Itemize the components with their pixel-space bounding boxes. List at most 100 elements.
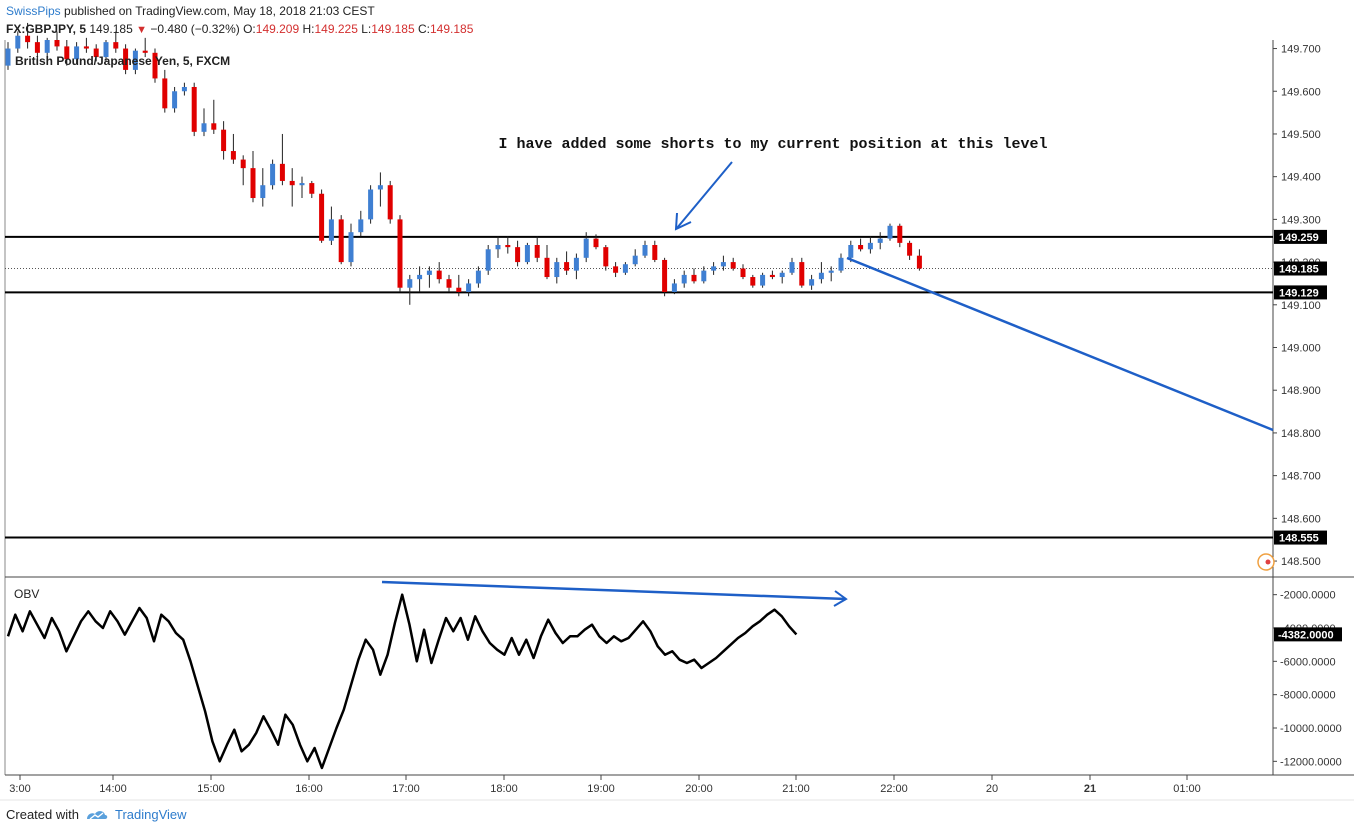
time-tick-label: 19:00 (587, 783, 615, 795)
close-value: 149.185 (429, 22, 474, 36)
annotation-arrowhead-icon (674, 212, 692, 231)
candle-body (789, 262, 795, 273)
candle-body (358, 219, 364, 233)
time-tick-label: 15:00 (197, 783, 225, 795)
price-label-box (1274, 261, 1327, 276)
candle-body (877, 238, 883, 243)
ohlc-legend: FX:GBPJPY, 5 149.185 ▼ −0.480 (−0.32%) O… (6, 22, 473, 36)
candle-body (867, 242, 873, 250)
candle-body (368, 189, 374, 220)
price-tick-label: 149.400 (1281, 172, 1321, 184)
candle-body (907, 242, 913, 256)
price-axis[interactable]: 149.700 149.600 149.500 149.400 149.300 149.2… (1257, 44, 1342, 769)
candle-body (260, 185, 266, 199)
candle-body (505, 245, 511, 248)
obv-series (6, 593, 798, 770)
price-tick-label: 149.600 (1281, 86, 1321, 98)
candle-body (799, 262, 805, 286)
candle-body (83, 46, 89, 49)
candle-body (750, 277, 756, 286)
candle-body (887, 225, 893, 239)
candle-body (848, 245, 854, 258)
candle-body (583, 238, 589, 258)
obv-tick-label: -12000.0000 (1280, 756, 1342, 768)
time-tick-label: 18:00 (490, 783, 518, 795)
price-label-text: 149.129 (1279, 287, 1319, 299)
low-value: 149.185 (371, 22, 415, 36)
candle-body (250, 168, 256, 199)
tradingview-link[interactable]: TradingView (114, 807, 187, 822)
price-tick-label: 149.000 (1281, 343, 1321, 355)
candle-body (603, 247, 609, 267)
author-link[interactable]: SwissPips (6, 4, 61, 18)
price-tick-label: 148.600 (1281, 513, 1321, 525)
price-tick-label: 148.800 (1281, 428, 1321, 440)
created-with-text: Created with (6, 807, 79, 822)
candle-body (211, 123, 217, 130)
annotation-text[interactable]: I have added some shorts to my current p… (498, 136, 1047, 153)
drawings[interactable] (381, 161, 1274, 607)
obv-line (6, 593, 798, 770)
projection-trend-line[interactable] (846, 256, 1274, 432)
price-tick-label: 149.300 (1281, 214, 1321, 226)
plot-area (5, 40, 1273, 773)
candle-body (93, 48, 99, 58)
price-tick-label: 149.100 (1281, 300, 1321, 312)
price-label-box (1274, 530, 1327, 545)
obv-divergence-line[interactable] (381, 580, 847, 601)
time-tick-label: 01:00 (1173, 783, 1201, 795)
candle-body (740, 268, 746, 278)
candle-body (191, 86, 197, 132)
time-tick-label: 22:00 (880, 783, 908, 795)
obv-value-box (1274, 627, 1342, 642)
candle-body (730, 262, 736, 269)
candle-body (524, 245, 530, 263)
published-text: published on TradingView.com, May 18, 20… (64, 4, 375, 18)
candle-body (456, 287, 462, 292)
candle-body (475, 270, 481, 284)
time-axis[interactable]: 3:00 14:00 15:00 16:00 17:00 18:00 19:00 20:00 2… (9, 775, 1201, 795)
candle-body (103, 42, 109, 58)
price-tick-label: 149.700 (1281, 44, 1321, 56)
down-arrow-icon: ▼ (136, 24, 147, 36)
price-label-text: 149.259 (1279, 232, 1319, 244)
candle-body (485, 249, 491, 271)
candle-body (15, 35, 21, 49)
candle-body (5, 48, 11, 66)
time-tick-label: 17:00 (392, 783, 420, 795)
candle-body (446, 279, 452, 288)
footer: Created with TradingView (6, 807, 187, 822)
obv-tick-label: -6000.0000 (1280, 656, 1336, 668)
candle-body (201, 123, 207, 132)
candle-body (338, 219, 344, 263)
time-tick-label: 20:00 (685, 783, 713, 795)
close-label: C: (417, 22, 430, 36)
candle-body (240, 159, 246, 169)
candle-body (622, 264, 628, 273)
candle-body (828, 270, 834, 273)
last-price: 149.185 (89, 22, 133, 36)
candle-series (5, 22, 922, 305)
candle-body (34, 42, 40, 53)
candle-body (328, 219, 334, 241)
candle-body (64, 46, 70, 60)
open-value: 149.209 (255, 22, 300, 36)
time-tick-label: 14:00 (99, 783, 127, 795)
horizontal-levels[interactable] (5, 235, 1273, 539)
obv-tick-label: -10000.0000 (1280, 723, 1342, 735)
candle-body (377, 185, 383, 190)
candle-body (897, 225, 903, 243)
symbol-label[interactable]: FX:GBPJPY, 5 (6, 22, 87, 36)
annotation-arrow[interactable] (676, 161, 733, 229)
candle-body (681, 274, 687, 284)
price-label-box (1274, 229, 1327, 244)
candle-body (25, 35, 31, 43)
candle-body (701, 270, 707, 282)
high-value: 149.225 (314, 22, 358, 36)
price-label-text: 148.555 (1279, 533, 1319, 545)
time-tick-label: 21:00 (782, 783, 810, 795)
symbol-title: British Pound/Japanese Yen, 5, FXCM (15, 54, 230, 68)
candle-body (123, 48, 129, 70)
candle-body (319, 193, 325, 241)
